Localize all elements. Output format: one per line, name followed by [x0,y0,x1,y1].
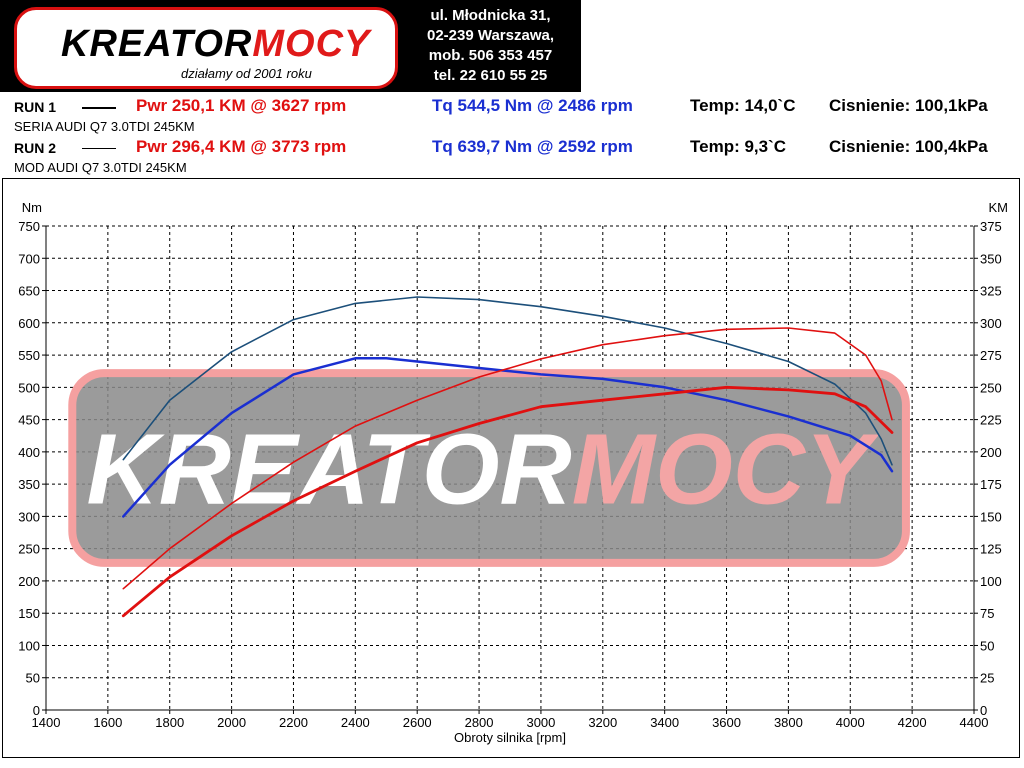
y-right-tick-label: 375 [980,219,1002,234]
y-right-tick-label: 100 [980,574,1002,589]
y-left-tick-label: 100 [18,638,40,653]
address-block: ul. Młodnicka 31, 02-239 Warszawa, mob. … [400,6,581,86]
y-left-tick-label: 350 [18,477,40,492]
logo-brand-second: MOCY [252,23,371,65]
y-right-tick-label: 150 [980,509,1002,524]
run-2-torque: Tq 639,7 Nm @ 2592 rpm [432,137,633,156]
x-tick-label: 2000 [217,715,246,730]
y-right-tick-label: 350 [980,251,1002,266]
y-right-tick-label: 300 [980,316,1002,331]
watermark-wordmark: KREATORMOCY [87,413,881,525]
address-line: ul. Młodnicka 31, [430,7,551,24]
y-right-tick-label: 50 [980,638,994,653]
x-tick-label: 3800 [774,715,803,730]
run-2-temperature: Temp: 9,3`C [690,137,787,156]
x-tick-label: 4400 [960,715,989,730]
phone-line: tel. 22 610 55 25 [433,67,548,84]
series-line-power-run-1 [121,385,894,618]
y-right-tick-label: 75 [980,606,994,621]
address-line: 02-239 Warszawa, [426,27,555,44]
y-right-axis-title: KM [989,200,1009,215]
y-left-tick-label: 150 [18,606,40,621]
y-right-tick-label: 275 [980,348,1002,363]
y-left-tick-label: 200 [18,574,40,589]
series-line-power-run-2 [122,327,893,590]
y-right-tick-label: 225 [980,413,1002,428]
y-left-tick-label: 50 [26,671,40,686]
x-tick-label: 2400 [341,715,370,730]
brand-logo: KREATORMOCY działamy od 2001 roku [14,7,398,89]
logo-tagline: działamy od 2001 roku [181,66,312,81]
header-logo-box: KREATORMOCY działamy od 2001 roku ul. Mł… [0,0,581,92]
run-2-summary: RUN 2 Pwr 296,4 KM @ 3773 rpm Tq 639,7 N… [0,137,1024,161]
y-left-tick-label: 0 [33,703,40,718]
run-2-label: RUN 2 [14,140,57,156]
y-left-axis-title: Nm [22,200,42,215]
y-right-tick-label: 125 [980,542,1002,557]
y-left-tick-label: 550 [18,348,40,363]
y-left-tick-label: 400 [18,445,40,460]
series-line-torque-run-2 [122,296,893,466]
x-tick-label: 2200 [279,715,308,730]
x-tick-label: 1400 [32,715,61,730]
x-tick-label: 4200 [898,715,927,730]
y-left-tick-label: 700 [18,251,40,266]
run-1-summary: RUN 1 Pwr 250,1 KM @ 3627 rpm Tq 544,5 N… [0,96,1024,120]
x-tick-label: 3400 [650,715,679,730]
y-right-tick-label: 250 [980,380,1002,395]
run-1-power: Pwr 250,1 KM @ 3627 rpm [136,96,347,115]
x-tick-label: 3200 [588,715,617,730]
x-axis-title: Obroty silnika [rpm] [454,730,566,745]
dyno-chart-frame: KREATORMOCY 1400 1600 1800 2000 2200 2400 2600 2… [2,178,1020,758]
y-right-tick-label: 325 [980,284,1002,299]
run-1-torque: Tq 544,5 Nm @ 2486 rpm [432,96,633,115]
y-left-tick-label: 250 [18,542,40,557]
watermark-band [68,369,910,567]
phone-line: mob. 506 353 457 [428,47,553,64]
run-2-pressure: Cisnienie: 100,4kPa [829,137,988,156]
y-right-tick-label: 0 [980,703,987,718]
x-tick-label: 1600 [93,715,122,730]
y-left-tick-label: 300 [18,509,40,524]
x-tick-label: 1800 [155,715,184,730]
y-right-tick-label: 175 [980,477,1002,492]
run-2-power: Pwr 296,4 KM @ 3773 rpm [136,137,347,156]
x-tick-label: 3600 [712,715,741,730]
logo-brand-first: KREATOR [61,23,253,65]
y-right-tick-label: 25 [980,671,994,686]
run-2-line-swatch [82,148,116,149]
watermark-brand-second: MOCY [572,413,880,525]
watermark-brand-first: KREATOR [87,413,572,525]
x-tick-label: 4000 [836,715,865,730]
y-left-tick-label: 650 [18,284,40,299]
run-1-car: SERIA AUDI Q7 3.0TDI 245KM [14,119,195,134]
y-left-tick-label: 450 [18,413,40,428]
series-line-torque-run-1 [122,357,894,518]
logo-wordmark: KREATORMOCY [61,24,370,64]
x-tick-label: 3000 [526,715,555,730]
y-left-tick-label: 750 [18,219,40,234]
run-1-temperature: Temp: 14,0`C [690,96,796,115]
run-1-pressure: Cisnienie: 100,1kPa [829,96,988,115]
run-2-car: MOD AUDI Q7 3.0TDI 245KM [14,160,187,175]
run-1-label: RUN 1 [14,99,57,115]
y-left-tick-label: 600 [18,316,40,331]
x-tick-label: 2600 [403,715,432,730]
y-right-tick-label: 200 [980,445,1002,460]
x-tick-label: 2800 [465,715,494,730]
run-1-line-swatch [82,107,116,109]
y-left-tick-label: 500 [18,380,40,395]
